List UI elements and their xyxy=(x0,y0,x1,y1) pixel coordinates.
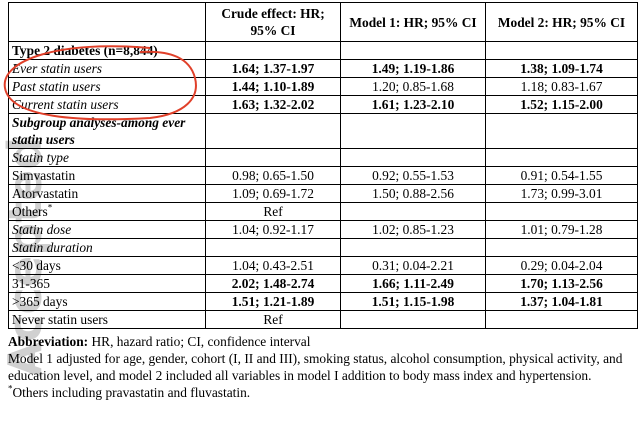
header-cell: Model 1: HR; 95% CI xyxy=(340,2,486,42)
cell xyxy=(485,113,638,149)
cell: 1.09; 0.69-1.72 xyxy=(205,184,341,203)
cell xyxy=(340,148,486,167)
cell xyxy=(340,41,486,60)
results-table: Crude effect: HR; 95% CI Model 1: HR; 95… xyxy=(8,2,638,329)
cell: 1.51; 1.15-1.98 xyxy=(340,292,486,311)
cell: 0.92; 0.55-1.53 xyxy=(340,166,486,185)
row: Current statin users 1.63; 1.32-2.02 1.61;… xyxy=(8,95,638,114)
row: Past statin users 1.44; 1.10-1.89 1.20; 0.… xyxy=(8,77,638,96)
row: <30 days 1.04; 0.43-2.51 0.31; 0.04-2.21 0.… xyxy=(8,256,638,275)
cell: Type 2 diabetes (n=8,844) xyxy=(8,41,206,60)
abbreviation-label: Abbreviation: xyxy=(8,334,89,349)
cell: 1.49; 1.19-1.86 xyxy=(340,59,486,78)
cell: Statin type xyxy=(8,148,206,167)
cell xyxy=(205,238,341,257)
cell: 1.37; 1.04-1.81 xyxy=(485,292,638,311)
cell: Ever statin users xyxy=(8,59,206,78)
footnote-mark: * xyxy=(8,383,13,394)
cell: Never statin users xyxy=(8,310,206,329)
cell: 1.50; 0.88-2.56 xyxy=(340,184,486,203)
cell xyxy=(340,238,486,257)
footnotes: Abbreviation: HR, hazard ratio; CI, conf… xyxy=(8,333,643,401)
cell: 0.91; 0.54-1.55 xyxy=(485,166,638,185)
cell: 31-365 xyxy=(8,274,206,293)
cell: Past statin users xyxy=(8,77,206,96)
footnote-text: Others including pravastatin and fluvast… xyxy=(12,385,251,400)
cell xyxy=(485,41,638,60)
row: Others* Ref xyxy=(8,202,638,221)
cell: Statin duration xyxy=(8,238,206,257)
row: Ever statin users 1.64; 1.37-1.97 1.49; 1.… xyxy=(8,59,638,78)
footnote-mark: * xyxy=(47,202,53,213)
cell: Others* xyxy=(8,202,206,221)
row: Statin dose 1.04; 0.92-1.17 1.02; 0.85-1.2… xyxy=(8,220,638,239)
cell: 1.20; 0.85-1.68 xyxy=(340,77,486,96)
cell: 1.04; 0.92-1.17 xyxy=(205,220,341,239)
footnote: *Others including pravastatin and fluvas… xyxy=(8,384,643,401)
header-cell xyxy=(8,2,206,42)
cell: 1.52; 1.15-2.00 xyxy=(485,95,638,114)
cell: Ref xyxy=(205,310,341,329)
cell: 1.66; 1.11-2.49 xyxy=(340,274,486,293)
cell: 1.02; 0.85-1.23 xyxy=(340,220,486,239)
cell xyxy=(340,113,486,149)
cell: >365 days xyxy=(8,292,206,311)
cell-text: Others xyxy=(12,203,48,219)
cell xyxy=(485,148,638,167)
cell: 1.61; 1.23-2.10 xyxy=(340,95,486,114)
cell: Subgroup analyses-among ever statin user… xyxy=(8,113,206,149)
cell: 1.38; 1.09-1.74 xyxy=(485,59,638,78)
row: >365 days 1.51; 1.21-1.89 1.51; 1.15-1.98 1… xyxy=(8,292,638,311)
cell: 1.64; 1.37-1.97 xyxy=(205,59,341,78)
row: Never statin users Ref xyxy=(8,310,638,329)
cell: 1.70; 1.13-2.56 xyxy=(485,274,638,293)
row: Statin type xyxy=(8,148,638,167)
row: Type 2 diabetes (n=8,844) xyxy=(8,41,638,60)
cell: 1.51; 1.21-1.89 xyxy=(205,292,341,311)
cell xyxy=(340,310,486,329)
cell xyxy=(205,148,341,167)
cell xyxy=(485,310,638,329)
cell: 0.29; 0.04-2.04 xyxy=(485,256,638,275)
cell: 1.18; 0.83-1.67 xyxy=(485,77,638,96)
cell: 1.04; 0.43-2.51 xyxy=(205,256,341,275)
row: 31-365 2.02; 1.48-2.74 1.66; 1.11-2.49 1.70… xyxy=(8,274,638,293)
cell: Current statin users xyxy=(8,95,206,114)
cell xyxy=(340,202,486,221)
cell: 1.73; 0.99-3.01 xyxy=(485,184,638,203)
cell: Ref xyxy=(205,202,341,221)
header-row: Crude effect: HR; 95% CI Model 1: HR; 95… xyxy=(8,2,638,42)
cell xyxy=(485,202,638,221)
cell: 2.02; 1.48-2.74 xyxy=(205,274,341,293)
cell: 0.31; 0.04-2.21 xyxy=(340,256,486,275)
cell: <30 days xyxy=(8,256,206,275)
cell: 1.63; 1.32-2.02 xyxy=(205,95,341,114)
cell xyxy=(485,238,638,257)
cell: 0.98; 0.65-1.50 xyxy=(205,166,341,185)
row: Simvastatin 0.98; 0.65-1.50 0.92; 0.55-1.5… xyxy=(8,166,638,185)
row: Statin duration xyxy=(8,238,638,257)
abbreviation-text: HR, hazard ratio; CI, confidence interva… xyxy=(91,334,311,349)
header-cell: Model 2: HR; 95% CI xyxy=(485,2,638,42)
cell: 1.44; 1.10-1.89 xyxy=(205,77,341,96)
abbreviation: Abbreviation: HR, hazard ratio; CI, conf… xyxy=(8,333,643,350)
cell xyxy=(205,113,341,149)
cell: 1.01; 0.79-1.28 xyxy=(485,220,638,239)
cell: Statin dose xyxy=(8,220,206,239)
row: Atorvastatin 1.09; 0.69-1.72 1.50; 0.88-2.… xyxy=(8,184,638,203)
row: Subgroup analyses-among ever statin user… xyxy=(8,113,638,149)
header-cell: Crude effect: HR; 95% CI xyxy=(205,2,341,42)
model-note: Model 1 adjusted for age, gender, cohort… xyxy=(8,351,623,383)
cell: Atorvastatin xyxy=(8,184,206,203)
cell: Simvastatin xyxy=(8,166,206,185)
cell xyxy=(205,41,341,60)
